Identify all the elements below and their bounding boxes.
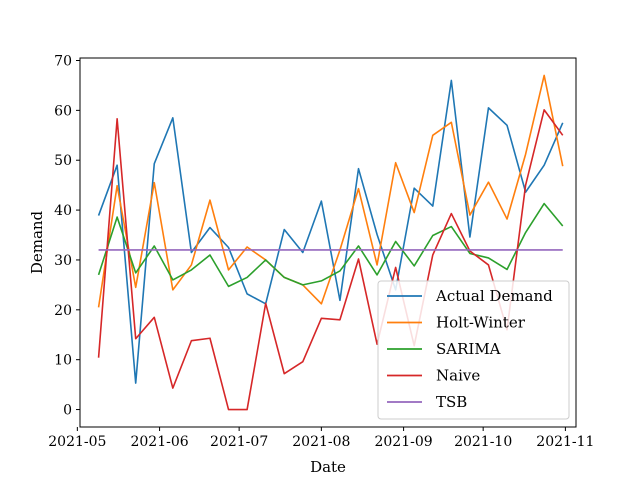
y-tick-label: 60 (54, 103, 72, 119)
legend-label: SARIMA (436, 340, 501, 358)
x-tick-label: 2021-10 (454, 434, 512, 450)
y-tick-label: 70 (54, 53, 72, 69)
plot-lines (97, 74, 564, 411)
legend-label: Holt-Winter (436, 314, 526, 332)
y-tick-label: 30 (54, 253, 72, 269)
x-tick-label: 2021-05 (48, 434, 106, 450)
y-axis-title: Demand (28, 210, 46, 274)
x-axis-ticks: 2021-05 2021-06 2021-07 2021-08 2021-09 2021-… (48, 427, 594, 450)
x-axis-title: Date (310, 458, 346, 476)
x-tick-label: 2021-09 (374, 434, 432, 450)
series-line-holt-winter (97, 74, 564, 308)
legend-label: TSB (436, 393, 467, 411)
y-tick-label: 20 (54, 303, 72, 319)
x-tick-label: 2021-11 (536, 434, 594, 450)
y-tick-label: 0 (63, 403, 72, 419)
y-tick-label: 50 (54, 153, 72, 169)
legend-label: Actual Demand (435, 287, 553, 305)
y-tick-label: 40 (54, 203, 72, 219)
x-tick-label: 2021-08 (292, 434, 350, 450)
legend-label: Naive (436, 367, 480, 385)
legend-box (377, 280, 570, 420)
x-tick-label: 2021-06 (130, 434, 188, 450)
plot-frame (79, 57, 577, 428)
x-tick-label: 2021-07 (210, 434, 268, 450)
series-line-naive (97, 109, 564, 411)
y-tick-label: 10 (54, 353, 72, 369)
y-axis-ticks: 0 10 20 30 40 50 60 70 (54, 53, 80, 419)
series-line-sarima (97, 202, 564, 288)
legend: Actual Demand Holt-Winter SARIMA Naive TSB (377, 280, 570, 420)
